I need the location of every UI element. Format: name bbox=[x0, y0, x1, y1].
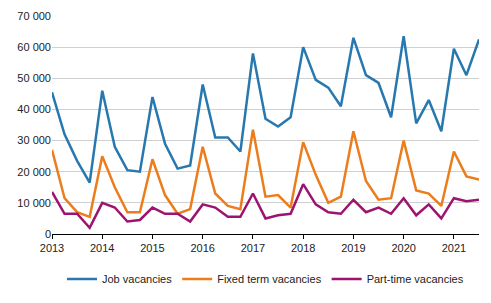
svg-text:2020: 2020 bbox=[391, 242, 415, 254]
svg-text:2013: 2013 bbox=[40, 242, 64, 254]
svg-text:2015: 2015 bbox=[140, 242, 164, 254]
svg-text:0: 0 bbox=[45, 228, 51, 240]
svg-text:2021: 2021 bbox=[442, 242, 466, 254]
svg-text:10 000: 10 000 bbox=[17, 197, 51, 209]
svg-text:40 000: 40 000 bbox=[17, 103, 51, 115]
svg-text:70 000: 70 000 bbox=[17, 10, 51, 22]
svg-text:30 000: 30 000 bbox=[17, 134, 51, 146]
svg-text:50 000: 50 000 bbox=[17, 72, 51, 84]
svg-text:2017: 2017 bbox=[241, 242, 265, 254]
svg-text:2016: 2016 bbox=[190, 242, 214, 254]
svg-text:2018: 2018 bbox=[291, 242, 315, 254]
svg-text:Job vacancies: Job vacancies bbox=[102, 273, 172, 285]
svg-text:Fixed term vacancies: Fixed term vacancies bbox=[217, 273, 321, 285]
svg-text:Part-time vacancies: Part-time vacancies bbox=[367, 273, 464, 285]
svg-text:2014: 2014 bbox=[90, 242, 114, 254]
svg-text:2019: 2019 bbox=[341, 242, 365, 254]
svg-text:60 000: 60 000 bbox=[17, 41, 51, 53]
svg-text:20 000: 20 000 bbox=[17, 166, 51, 178]
